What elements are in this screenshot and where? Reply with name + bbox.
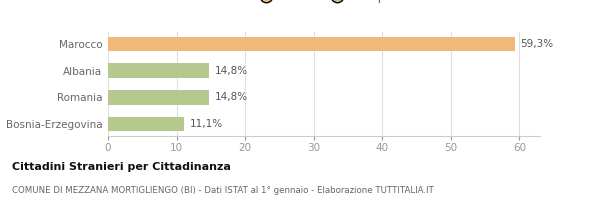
Bar (108, 90, 209, 105)
Bar (108, 117, 184, 131)
Text: 11,1%: 11,1% (190, 119, 223, 129)
Bar (108, 63, 209, 78)
Text: Cittadini Stranieri per Cittadinanza: Cittadini Stranieri per Cittadinanza (12, 162, 231, 172)
Text: COMUNE DI MEZZANA MORTIGLIENGO (BI) - Dati ISTAT al 1° gennaio - Elaborazione TU: COMUNE DI MEZZANA MORTIGLIENGO (BI) - Da… (12, 186, 434, 195)
Text: 14,8%: 14,8% (215, 66, 248, 76)
Bar (108, 37, 515, 51)
Legend: Africa, Europa: Africa, Europa (250, 0, 398, 7)
Text: 59,3%: 59,3% (520, 39, 553, 49)
Text: 14,8%: 14,8% (215, 92, 248, 102)
